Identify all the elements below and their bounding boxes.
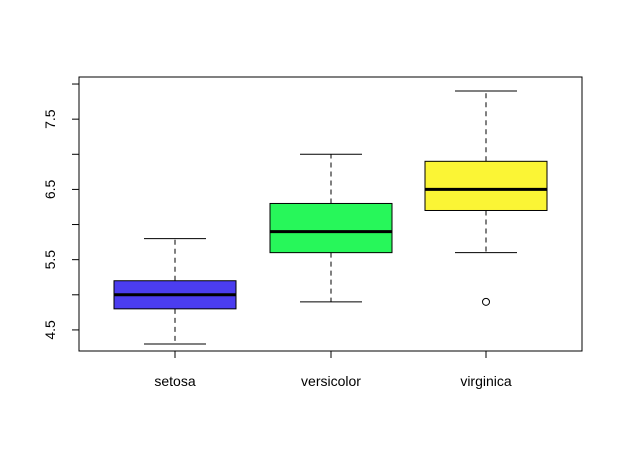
box-setosa xyxy=(113,238,237,345)
outlier-point xyxy=(482,297,490,306)
x-tick-label: versicolor xyxy=(301,373,361,389)
y-axis: 4.5 5.5 6.5 7.5 xyxy=(42,83,79,340)
x-axis: setosa versicolor virginica xyxy=(154,351,512,389)
iqr-box xyxy=(269,202,393,254)
box-virginica xyxy=(424,90,548,306)
x-tick-label: virginica xyxy=(460,373,512,389)
boxes-group xyxy=(113,90,548,345)
iqr-box xyxy=(424,160,548,211)
y-tick-label: 4.5 xyxy=(42,320,58,340)
y-tick-label: 6.5 xyxy=(42,179,58,199)
y-tick-label: 5.5 xyxy=(42,250,58,270)
y-tick-label: 7.5 xyxy=(42,109,58,129)
box-versicolor xyxy=(269,153,393,303)
x-tick-label: setosa xyxy=(154,373,195,389)
